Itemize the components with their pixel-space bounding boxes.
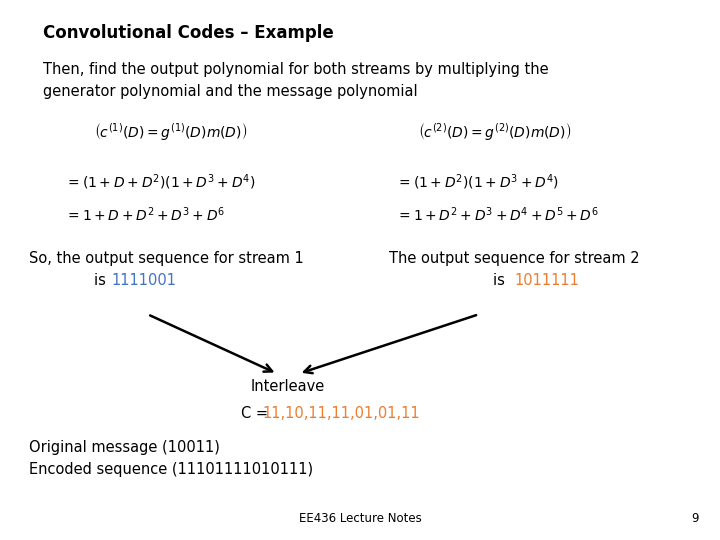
Text: 11,10,11,11,01,01,11: 11,10,11,11,01,01,11 xyxy=(263,406,420,421)
Text: $\left(c^{(1)}(D)=g^{(1)}(D)m(D)\right)$: $\left(c^{(1)}(D)=g^{(1)}(D)m(D)\right)$ xyxy=(94,122,247,143)
Text: is: is xyxy=(94,273,110,288)
Text: The output sequence for stream 2: The output sequence for stream 2 xyxy=(389,251,639,266)
Text: Original message (10011): Original message (10011) xyxy=(29,440,220,455)
Text: $= 1 + D + D^2 + D^3 + D^6$: $= 1 + D + D^2 + D^3 + D^6$ xyxy=(65,205,225,224)
Text: $\left(c^{(2)}(D)=g^{(2)}(D)m(D)\right)$: $\left(c^{(2)}(D)=g^{(2)}(D)m(D)\right)$ xyxy=(418,122,571,143)
Text: $= 1 + D^2 + D^3 + D^4 + D^5 + D^6$: $= 1 + D^2 + D^3 + D^4 + D^5 + D^6$ xyxy=(396,205,599,224)
Text: $= (1 + D^2)(1 + D^3 + D^4)$: $= (1 + D^2)(1 + D^3 + D^4)$ xyxy=(396,173,559,192)
Text: 1111001: 1111001 xyxy=(112,273,176,288)
Text: C =: C = xyxy=(241,406,273,421)
Text: 1011111: 1011111 xyxy=(515,273,580,288)
Text: EE436 Lecture Notes: EE436 Lecture Notes xyxy=(299,512,421,525)
Text: generator polynomial and the message polynomial: generator polynomial and the message pol… xyxy=(43,84,418,99)
Text: 9: 9 xyxy=(691,512,698,525)
Text: is: is xyxy=(493,273,510,288)
Text: Encoded sequence (11101111010111): Encoded sequence (11101111010111) xyxy=(29,462,313,477)
Text: $= (1 + D + D^2)(1 + D^3 + D^4)$: $= (1 + D + D^2)(1 + D^3 + D^4)$ xyxy=(65,173,256,192)
Text: Convolutional Codes – Example: Convolutional Codes – Example xyxy=(43,24,334,42)
Text: Interleave: Interleave xyxy=(251,379,325,394)
Text: So, the output sequence for stream 1: So, the output sequence for stream 1 xyxy=(29,251,304,266)
Text: Then, find the output polynomial for both streams by multiplying the: Then, find the output polynomial for bot… xyxy=(43,62,549,77)
